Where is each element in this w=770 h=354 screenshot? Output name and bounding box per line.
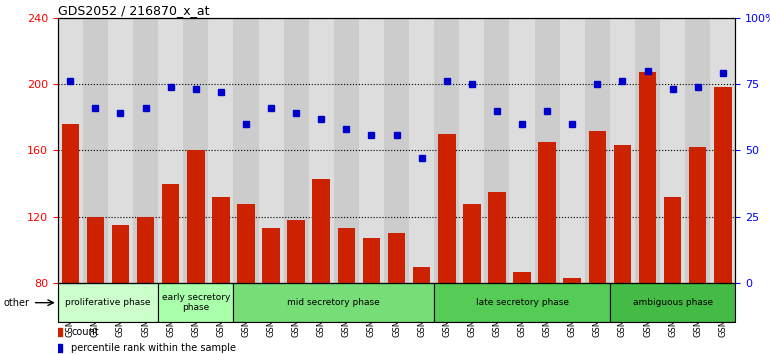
Bar: [233, 18, 259, 283]
Bar: [388, 233, 405, 283]
Bar: [359, 18, 384, 283]
Bar: [610, 18, 635, 283]
Bar: [158, 283, 233, 322]
Bar: [233, 283, 434, 322]
Text: count: count: [72, 327, 99, 337]
Bar: [158, 18, 183, 283]
Bar: [488, 192, 506, 283]
Bar: [689, 147, 707, 283]
Bar: [438, 134, 456, 283]
Bar: [514, 272, 531, 283]
Bar: [610, 283, 735, 322]
Bar: [463, 204, 480, 283]
Bar: [409, 18, 434, 283]
Bar: [162, 184, 179, 283]
Bar: [337, 228, 355, 283]
Text: GDS2052 / 216870_x_at: GDS2052 / 216870_x_at: [58, 4, 209, 17]
Bar: [58, 18, 83, 283]
Bar: [660, 18, 685, 283]
Bar: [564, 278, 581, 283]
Text: late secretory phase: late secretory phase: [476, 298, 568, 307]
Bar: [584, 18, 610, 283]
Bar: [137, 217, 154, 283]
Bar: [83, 18, 108, 283]
Text: other: other: [4, 298, 30, 308]
Text: early secretory
phase: early secretory phase: [162, 293, 230, 312]
Bar: [714, 87, 732, 283]
Text: proliferative phase: proliferative phase: [65, 298, 151, 307]
Bar: [287, 220, 305, 283]
Bar: [710, 18, 735, 283]
Bar: [237, 204, 255, 283]
Text: mid secretory phase: mid secretory phase: [287, 298, 380, 307]
Bar: [434, 18, 459, 283]
Bar: [108, 18, 133, 283]
Bar: [560, 18, 584, 283]
Text: ambiguous phase: ambiguous phase: [632, 298, 713, 307]
Bar: [635, 18, 660, 283]
Bar: [212, 197, 229, 283]
Bar: [639, 73, 656, 283]
Bar: [313, 179, 330, 283]
Bar: [263, 228, 280, 283]
Bar: [510, 18, 534, 283]
Bar: [209, 18, 233, 283]
Bar: [183, 18, 209, 283]
Bar: [434, 283, 610, 322]
Bar: [259, 18, 283, 283]
Bar: [334, 18, 359, 283]
Bar: [614, 145, 631, 283]
Bar: [187, 150, 205, 283]
Bar: [413, 267, 430, 283]
Bar: [86, 217, 104, 283]
Bar: [363, 238, 380, 283]
Text: percentile rank within the sample: percentile rank within the sample: [72, 343, 236, 353]
Bar: [588, 131, 606, 283]
Bar: [58, 283, 158, 322]
Bar: [538, 142, 556, 283]
Bar: [664, 197, 681, 283]
Bar: [534, 18, 560, 283]
Bar: [459, 18, 484, 283]
Bar: [484, 18, 510, 283]
Bar: [685, 18, 710, 283]
Bar: [283, 18, 309, 283]
Bar: [62, 124, 79, 283]
Bar: [384, 18, 409, 283]
Bar: [112, 225, 129, 283]
Bar: [133, 18, 158, 283]
Bar: [309, 18, 334, 283]
